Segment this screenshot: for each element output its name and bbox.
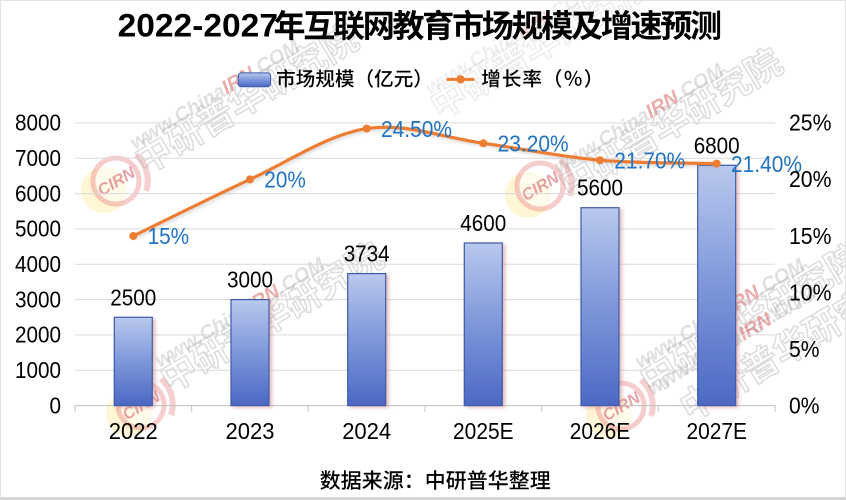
svg-text:5000: 5000 bbox=[15, 216, 61, 242]
svg-text:5600: 5600 bbox=[577, 175, 623, 201]
svg-text:21.70%: 21.70% bbox=[614, 147, 685, 173]
svg-text:2500: 2500 bbox=[110, 284, 156, 310]
svg-text:8000: 8000 bbox=[15, 110, 61, 136]
svg-text:25%: 25% bbox=[789, 110, 832, 136]
svg-text:23.20%: 23.20% bbox=[498, 131, 569, 157]
svg-text:1000: 1000 bbox=[15, 357, 61, 383]
svg-text:3734: 3734 bbox=[344, 241, 390, 267]
svg-text:20%: 20% bbox=[789, 166, 832, 192]
svg-text:24.50%: 24.50% bbox=[381, 116, 452, 142]
svg-text:2000: 2000 bbox=[15, 322, 61, 348]
svg-text:7000: 7000 bbox=[15, 145, 61, 171]
svg-text:3000: 3000 bbox=[227, 267, 273, 293]
svg-text:4000: 4000 bbox=[15, 251, 61, 277]
svg-text:10%: 10% bbox=[789, 279, 832, 305]
svg-text:4600: 4600 bbox=[460, 210, 506, 236]
svg-text:6000: 6000 bbox=[15, 180, 61, 206]
svg-text:2022-2027: 2022-2027 bbox=[118, 8, 278, 44]
svg-text:3000: 3000 bbox=[15, 286, 61, 312]
svg-text:2025E: 2025E bbox=[453, 418, 514, 444]
svg-text:2027E: 2027E bbox=[686, 418, 747, 444]
svg-text:15%: 15% bbox=[789, 223, 832, 249]
svg-text:20%: 20% bbox=[264, 167, 306, 193]
svg-text:2026E: 2026E bbox=[570, 418, 631, 444]
svg-text:2024: 2024 bbox=[342, 418, 391, 444]
svg-text:2023: 2023 bbox=[226, 418, 275, 444]
svg-text:6800: 6800 bbox=[694, 132, 740, 158]
svg-text:5%: 5% bbox=[789, 336, 820, 362]
svg-text:2022: 2022 bbox=[109, 418, 158, 444]
svg-text:0%: 0% bbox=[789, 392, 820, 418]
svg-text:21.40%: 21.40% bbox=[731, 151, 802, 177]
svg-text:0: 0 bbox=[50, 392, 62, 418]
svg-text:15%: 15% bbox=[148, 223, 190, 249]
